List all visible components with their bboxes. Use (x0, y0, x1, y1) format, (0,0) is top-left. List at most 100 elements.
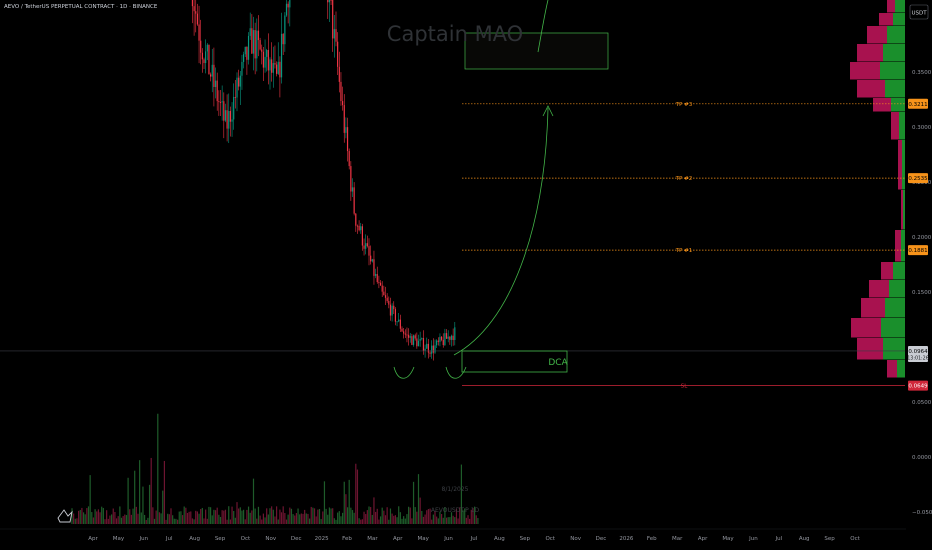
volume-bar (318, 508, 321, 524)
volume-bar (130, 514, 132, 524)
volume-bar (94, 509, 96, 524)
volume-bar (421, 510, 423, 524)
profile-sell-bar (881, 262, 893, 280)
candle (238, 77, 240, 87)
candle (233, 96, 235, 120)
time-label-24: Apr (698, 536, 708, 542)
candle (274, 63, 276, 65)
volume-bar (365, 514, 367, 524)
price-axis[interactable]: USDT 0.3500 0.3000 0.2000 0.1500 0.0500 0.0000… (906, 0, 932, 550)
candle (360, 226, 362, 231)
candle (363, 245, 365, 249)
volume-bar (375, 511, 377, 524)
candle (206, 44, 208, 52)
volume-bar (234, 517, 236, 524)
volume-bar (426, 510, 428, 524)
volume-bar (292, 514, 294, 524)
volume-bar (216, 507, 218, 524)
profile-sell-bar (857, 44, 883, 62)
profile-buy-bar (893, 262, 905, 280)
volume-bar (429, 508, 431, 524)
volume-bar (299, 514, 301, 524)
volume-bar (172, 515, 174, 524)
profile-buy-bar (881, 318, 905, 338)
candle (279, 61, 281, 78)
candle (337, 41, 339, 67)
volume-bar (267, 514, 269, 524)
volume-bar (233, 511, 235, 524)
price-tick-6: −0.0500 (912, 510, 932, 516)
profile-sell-bar (887, 0, 895, 13)
price-levels: TP #3 TP #2 TP #1 SL (0, 102, 905, 390)
candle (444, 333, 446, 346)
volume-bar (117, 516, 119, 524)
top-arrow-line (537, 0, 549, 53)
volume-bar (150, 457, 152, 524)
volume-bar (193, 519, 195, 524)
candle (381, 285, 383, 292)
candle (239, 75, 241, 87)
volume-bar (186, 512, 189, 524)
currency-button[interactable] (909, 4, 929, 20)
volume-bar (96, 511, 98, 524)
volume-bar (351, 510, 354, 524)
time-label-2: Jun (139, 536, 149, 542)
candle (419, 338, 421, 341)
candle (342, 101, 344, 106)
candle (259, 40, 261, 50)
price-badge-label-3: 0.0964 (908, 349, 928, 355)
candle (261, 49, 263, 52)
volume-bar (332, 508, 334, 524)
volume-bar (241, 510, 243, 524)
time-label-9: 2025 (315, 536, 329, 542)
candle (332, 0, 334, 39)
candle (452, 335, 454, 340)
candle (213, 64, 215, 87)
candle (383, 291, 385, 296)
candle (350, 166, 352, 192)
time-label-11: Mar (367, 536, 378, 542)
time-axis[interactable]: Apr May Jun Jul Aug Sep Oct Nov Dec 2025 Feb Mar Apr… (0, 528, 906, 542)
candle (422, 338, 425, 352)
volume-bar (300, 513, 302, 524)
candle (223, 101, 225, 121)
profile-buy-bar (883, 44, 905, 62)
volume-bar (444, 507, 446, 524)
candle (244, 46, 246, 55)
volume-bar (87, 506, 90, 524)
volume-bar (411, 518, 413, 524)
candle (345, 127, 347, 133)
volume-bar (188, 511, 190, 524)
profile-buy-bar (902, 140, 905, 190)
candle (408, 334, 410, 338)
candle (351, 187, 354, 192)
dca-box (461, 350, 568, 373)
profile-sell-bar (857, 338, 883, 360)
volume-bar (152, 507, 154, 524)
candle (412, 335, 415, 345)
volume-bar (198, 513, 200, 524)
candle (335, 29, 337, 42)
volume-bar (129, 509, 131, 524)
volume-bar (86, 508, 88, 524)
volume-bar (360, 519, 362, 524)
candle (361, 226, 363, 246)
volume-bar (295, 513, 297, 524)
volume-bar (211, 515, 213, 524)
volume-bar (155, 510, 157, 524)
volume-bar (328, 507, 330, 524)
volume-bar (107, 518, 109, 524)
volume-bar (147, 517, 149, 524)
volume-bar (337, 512, 339, 524)
profile-buy-bar (889, 280, 905, 298)
candle (411, 336, 413, 345)
volume-bar (309, 518, 311, 524)
candle (338, 66, 340, 82)
profile-buy-bar (885, 80, 905, 98)
candle (399, 319, 401, 329)
volume-bar (92, 517, 95, 524)
volume-bar (224, 509, 227, 524)
volume-bar (115, 518, 118, 524)
